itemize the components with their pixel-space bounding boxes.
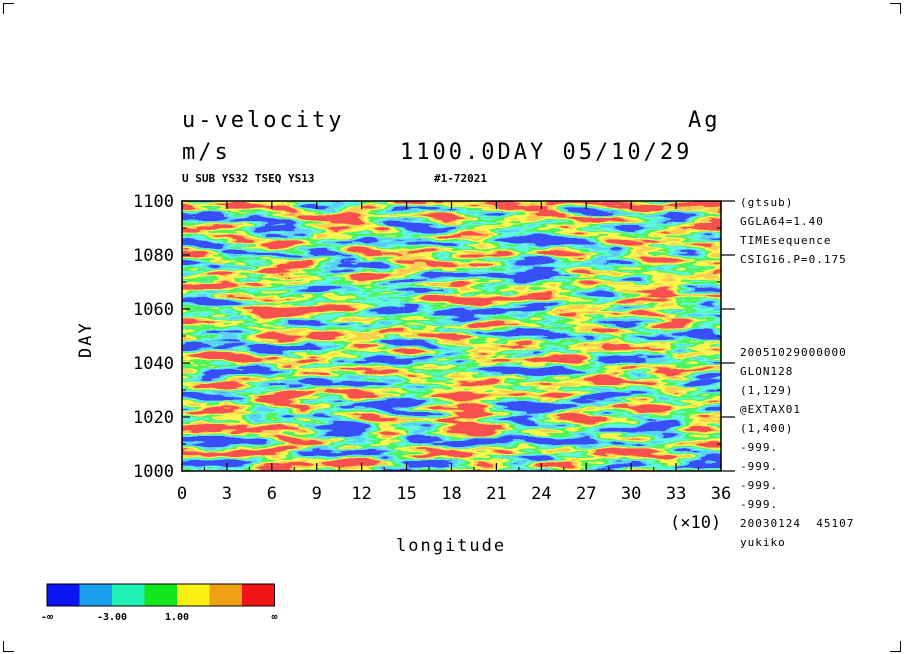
x-tick-label: 30 bbox=[621, 484, 641, 504]
side-info-line: -999. bbox=[740, 479, 779, 492]
subtitle-id: #1-72021 bbox=[434, 172, 487, 185]
side-info-line: (1,400) bbox=[740, 422, 794, 435]
x-axis-ticks: 0 3 6 9 12 15 18 21 24 27 30 33 36 bbox=[177, 201, 731, 504]
x-tick-label: 36 bbox=[711, 484, 731, 504]
x-tick-label: 33 bbox=[666, 484, 686, 504]
colorbar: -∞ -3.00 1.00 ∞ bbox=[41, 583, 278, 623]
y-tick-label: 1080 bbox=[133, 246, 174, 266]
colorbar-label: ∞ bbox=[271, 612, 277, 623]
side-info-line: 20051029000000 bbox=[740, 346, 847, 359]
x-tick-label: 15 bbox=[396, 484, 416, 504]
units-label: m/s bbox=[182, 140, 231, 165]
x-tick-label: 12 bbox=[351, 484, 371, 504]
colorbar-swatch bbox=[144, 584, 177, 606]
heatmap-field bbox=[182, 201, 721, 471]
side-info-line: (gtsub) bbox=[740, 196, 794, 209]
x-tick-label: 9 bbox=[312, 484, 322, 504]
colorbar-frame bbox=[46, 583, 275, 607]
chart-title: u-velocity bbox=[182, 108, 345, 133]
x-tick-label: 27 bbox=[576, 484, 596, 504]
colorbar-swatch bbox=[177, 584, 210, 606]
colorbar-swatch bbox=[79, 584, 112, 606]
colorbar-swatch bbox=[242, 584, 275, 606]
side-info-line: CSIG16.P=0.175 bbox=[740, 253, 847, 266]
y-axis-ticks: 1000 1020 1040 1060 1080 1100 bbox=[133, 192, 735, 482]
x-tick-label: 0 bbox=[177, 484, 187, 504]
y-tick-label: 1060 bbox=[133, 300, 174, 320]
y-tick-label: 1100 bbox=[133, 192, 174, 212]
subtitle-variable: U SUB YS32 TSEQ YS13 bbox=[182, 172, 315, 185]
crop-mark-top-right bbox=[890, 3, 901, 14]
side-info-line: GLON128 bbox=[740, 365, 794, 378]
side-info-line: GGLA64=1.40 bbox=[740, 215, 824, 228]
side-info-line: -999. bbox=[740, 460, 779, 473]
x-tick-label: 18 bbox=[441, 484, 461, 504]
experiment-label: Ag bbox=[688, 108, 721, 133]
side-info-line: TIMEsequence bbox=[740, 234, 832, 247]
x-axis-multiplier: (×10) bbox=[670, 513, 722, 533]
y-tick-label: 1040 bbox=[133, 354, 174, 374]
x-tick-label: 3 bbox=[222, 484, 232, 504]
colorbar-label: -∞ bbox=[41, 612, 53, 623]
y-tick-label: 1020 bbox=[133, 408, 174, 428]
x-axis-title: longitude bbox=[396, 536, 507, 556]
crop-mark-top-left bbox=[3, 3, 14, 14]
colorbar-label: -3.00 bbox=[97, 612, 127, 623]
side-info-line: (1,129) bbox=[740, 384, 794, 397]
crop-mark-bottom-right bbox=[890, 641, 901, 652]
side-info-line: -999. bbox=[740, 441, 779, 454]
side-info-line: yukiko bbox=[740, 536, 786, 549]
colorbar-swatch bbox=[47, 584, 80, 606]
colorbar-swatch bbox=[209, 584, 242, 606]
side-info-line: 20030124 45107 bbox=[740, 517, 855, 530]
side-info-line: -999. bbox=[740, 498, 779, 511]
side-info-line: @EXTAX01 bbox=[740, 403, 801, 416]
x-tick-label: 21 bbox=[486, 484, 506, 504]
y-tick-label: 1000 bbox=[133, 462, 174, 482]
x-tick-label: 6 bbox=[267, 484, 277, 504]
crop-mark-bottom-left bbox=[3, 641, 14, 652]
colorbar-swatch bbox=[112, 584, 145, 606]
x-tick-label: 24 bbox=[531, 484, 551, 504]
time-label: 1100.0DAY 05/10/29 bbox=[400, 140, 693, 165]
colorbar-label: 1.00 bbox=[165, 612, 189, 623]
